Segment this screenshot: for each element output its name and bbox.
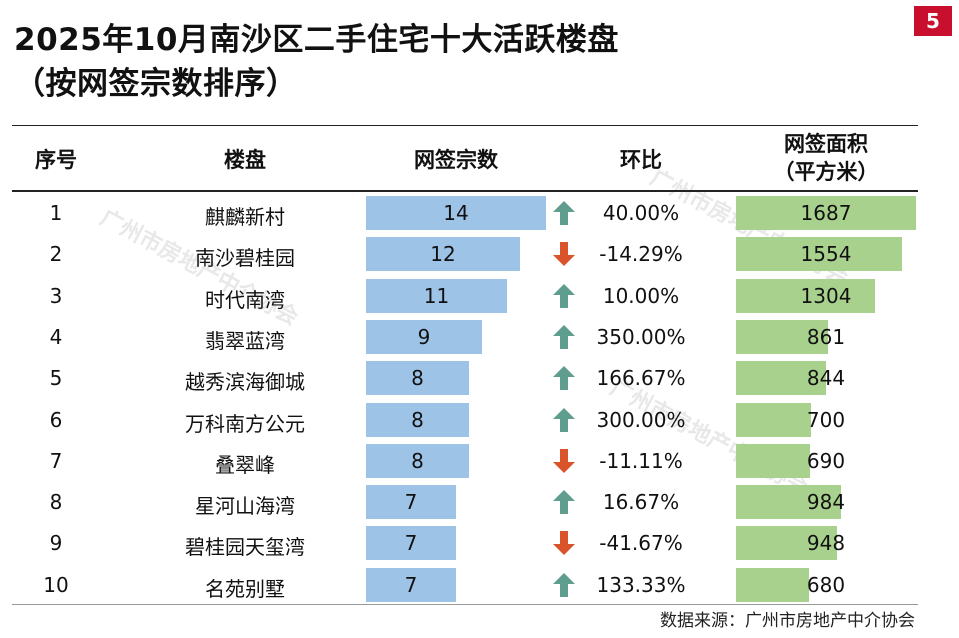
- count-bar: [366, 278, 507, 313]
- property-name: 越秀滨海御城: [185, 370, 305, 395]
- count-bar: [366, 443, 469, 478]
- mom-change: 300.00%: [596, 407, 686, 432]
- area-value: 1304: [800, 283, 852, 308]
- mom-change: -41.67%: [599, 531, 683, 556]
- rank-cell: 4: [49, 324, 63, 349]
- rank-cell: 10: [43, 572, 69, 597]
- area-value: 984: [806, 490, 846, 515]
- area-value: 700: [806, 407, 846, 432]
- mom-change: 10.00%: [602, 283, 680, 308]
- area-value: 680: [806, 572, 846, 597]
- count-value: 8: [411, 407, 424, 432]
- area-value: 1554: [800, 242, 852, 267]
- count-value: 7: [404, 531, 418, 556]
- area-bar: [736, 567, 809, 602]
- area-bar: [736, 485, 841, 520]
- rank-cell: 3: [49, 283, 63, 308]
- property-name: 叠翠峰: [215, 452, 275, 477]
- up-arrow-icon: [553, 283, 575, 308]
- up-arrow-icon: [553, 572, 575, 597]
- title-line-1: 2025年10月南沙区二手住宅十大活跃楼盘: [14, 22, 619, 58]
- property-name: 南沙碧桂园: [195, 246, 295, 271]
- count-value: 8: [411, 448, 424, 473]
- up-arrow-icon: [553, 490, 575, 515]
- up-arrow-icon: [553, 324, 575, 349]
- rank-cell: 7: [49, 448, 63, 473]
- property-name: 麒麟新村: [205, 205, 285, 229]
- area-bar: [736, 278, 875, 313]
- down-arrow-icon: [553, 448, 575, 473]
- count-value: 8: [411, 366, 424, 391]
- area-bar: [736, 319, 828, 354]
- down-arrow-icon: [553, 242, 575, 267]
- header-area-line-2: （平方米）: [773, 160, 879, 184]
- header-area: 网签面积 （平方米）: [736, 130, 916, 186]
- area-value: 844: [806, 366, 846, 391]
- count-value: 7: [404, 572, 418, 597]
- title-line-2: （按网签宗数排序）: [14, 66, 298, 102]
- area-bar: [736, 402, 811, 437]
- area-bar: [736, 526, 837, 561]
- mom-change: -11.11%: [599, 448, 683, 473]
- area-value: 948: [806, 531, 846, 556]
- up-arrow-icon: [553, 366, 575, 391]
- count-bar: [366, 526, 456, 561]
- header-name: 楼盘: [224, 148, 266, 172]
- property-name: 名苑别墅: [205, 576, 285, 601]
- rank-cell: 1: [49, 201, 63, 225]
- chart-title: 2025年10月南沙区二手住宅十大活跃楼盘 （按网签宗数排序）: [14, 18, 619, 106]
- count-bar: [366, 237, 520, 272]
- count-value: 12: [430, 242, 456, 267]
- mom-change: 350.00%: [596, 324, 686, 349]
- area-value: 1687: [800, 201, 852, 225]
- count-value: 7: [404, 490, 418, 515]
- mom-change: 166.67%: [596, 366, 686, 391]
- table-bottom-rule: [12, 604, 918, 605]
- header-area-line-1: 网签面积: [784, 132, 868, 156]
- up-arrow-icon: [553, 407, 575, 432]
- header-rule: [12, 190, 918, 192]
- rank-cell: 9: [49, 531, 63, 556]
- mom-change: 40.00%: [602, 201, 680, 225]
- count-value: 9: [417, 324, 431, 349]
- area-bar: [736, 196, 916, 230]
- mom-change: 133.33%: [596, 572, 686, 597]
- mom-change: -14.29%: [599, 242, 683, 267]
- table-top-rule: [12, 125, 918, 126]
- count-bar: [366, 196, 546, 230]
- data-source: 数据来源：广州市房地产中介协会: [660, 611, 915, 631]
- count-bar: [366, 402, 469, 437]
- rank-cell: 2: [49, 242, 63, 267]
- area-value: 690: [806, 448, 846, 473]
- rank-cell: 6: [49, 407, 63, 432]
- count-bar: [366, 567, 456, 602]
- area-value: 861: [806, 324, 846, 349]
- count-bar: [366, 485, 456, 520]
- area-bar: [736, 237, 902, 272]
- header-rank: 序号: [35, 148, 77, 172]
- count-value: 14: [443, 201, 469, 225]
- property-name: 碧桂园天玺湾: [185, 535, 305, 560]
- rank-cell: 8: [49, 490, 63, 515]
- property-name: 星河山海湾: [195, 494, 295, 519]
- down-arrow-icon: [553, 531, 575, 556]
- area-bar: [736, 443, 810, 478]
- header-mom: 环比: [620, 148, 662, 172]
- property-name: 时代南湾: [205, 287, 285, 312]
- count-value: 11: [423, 283, 450, 308]
- up-arrow-icon: [553, 201, 575, 225]
- count-bar: [366, 361, 469, 396]
- rank-cell: 5: [49, 366, 63, 391]
- area-bar: [736, 361, 826, 396]
- header-count: 网签宗数: [414, 148, 498, 172]
- property-name: 翡翠蓝湾: [205, 328, 285, 353]
- mom-change: 16.67%: [602, 490, 680, 515]
- count-bar: [366, 319, 482, 354]
- page-number-badge: 5: [914, 6, 952, 36]
- property-name: 万科南方公元: [185, 411, 305, 436]
